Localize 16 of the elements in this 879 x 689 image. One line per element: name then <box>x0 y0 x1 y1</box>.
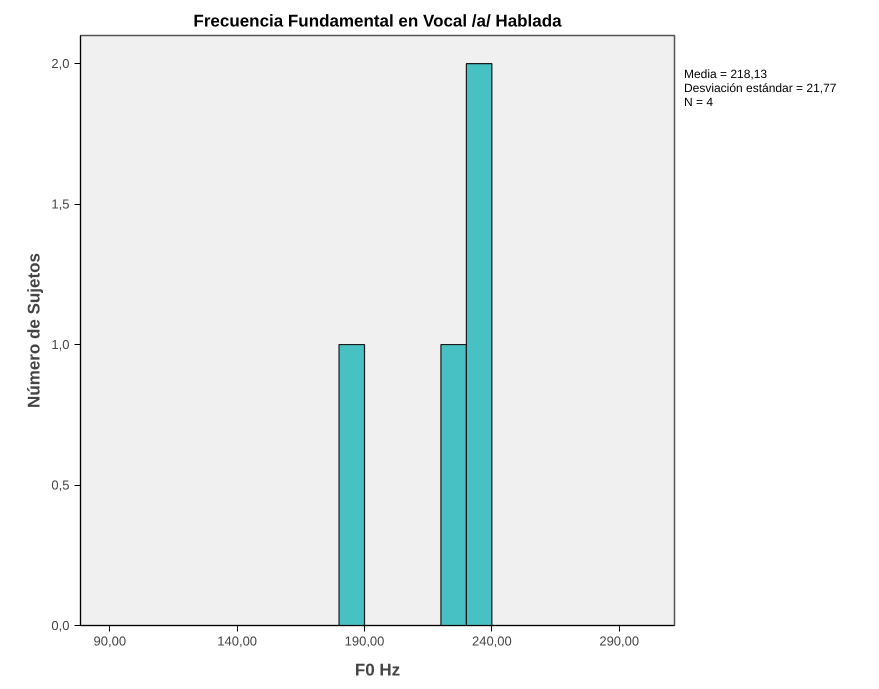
y-tick-label: 0,5 <box>51 478 70 493</box>
y-axis-title: Número de Sujetos <box>24 253 44 408</box>
text: Desviación estándar = 21,77 <box>684 80 836 95</box>
x-axis-title: F0 Hz <box>354 660 400 680</box>
y-tick-label: 2,0 <box>51 56 70 72</box>
y-tick-label: 1,5 <box>51 196 70 212</box>
x-tick-label: 140,00 <box>217 634 258 648</box>
y-tick-label: 0,0 <box>51 618 70 633</box>
chart-title: Frecuencia Fundamental en Vocal /a/ Hablada <box>193 12 562 30</box>
x-tick-label: 190,00 <box>344 634 384 648</box>
x-tick-label: 90,00 <box>94 634 126 648</box>
x-tick-label: 240,00 <box>472 634 512 648</box>
text: N = 4 <box>684 94 714 109</box>
text: Media = 218,13 <box>684 67 768 81</box>
x-tick-label: 290,00 <box>599 634 640 648</box>
y-tick-label: 1,0 <box>51 337 70 352</box>
